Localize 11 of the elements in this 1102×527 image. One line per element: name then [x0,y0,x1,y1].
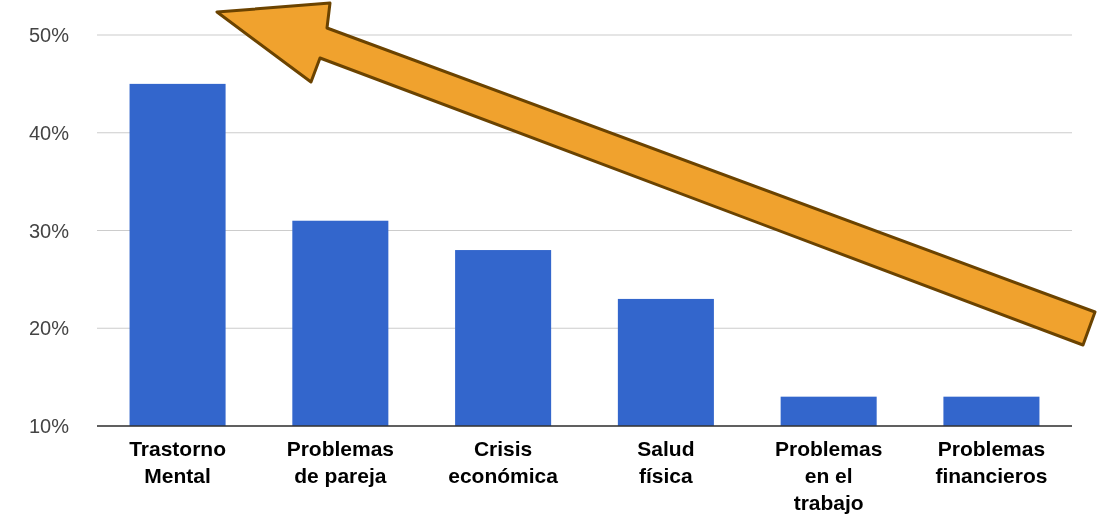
x-tick-label: Trastorno Mental [129,437,226,487]
x-tick-label: Problemas financieros [935,437,1048,487]
x-tick-label: Crisis económica [448,437,559,487]
y-tick-label: 50% [28,24,70,46]
x-tick-label: Problemas en el trabajo [774,437,883,514]
x-tick-label: Salud física [637,437,695,487]
y-tick-label: 40% [28,121,70,144]
y-tick-label: 30% [28,219,70,242]
y-tick-label: 10% [28,415,70,437]
x-tick-label: Problemas de pareja [286,437,395,487]
y-tick-label: 20% [28,317,70,340]
